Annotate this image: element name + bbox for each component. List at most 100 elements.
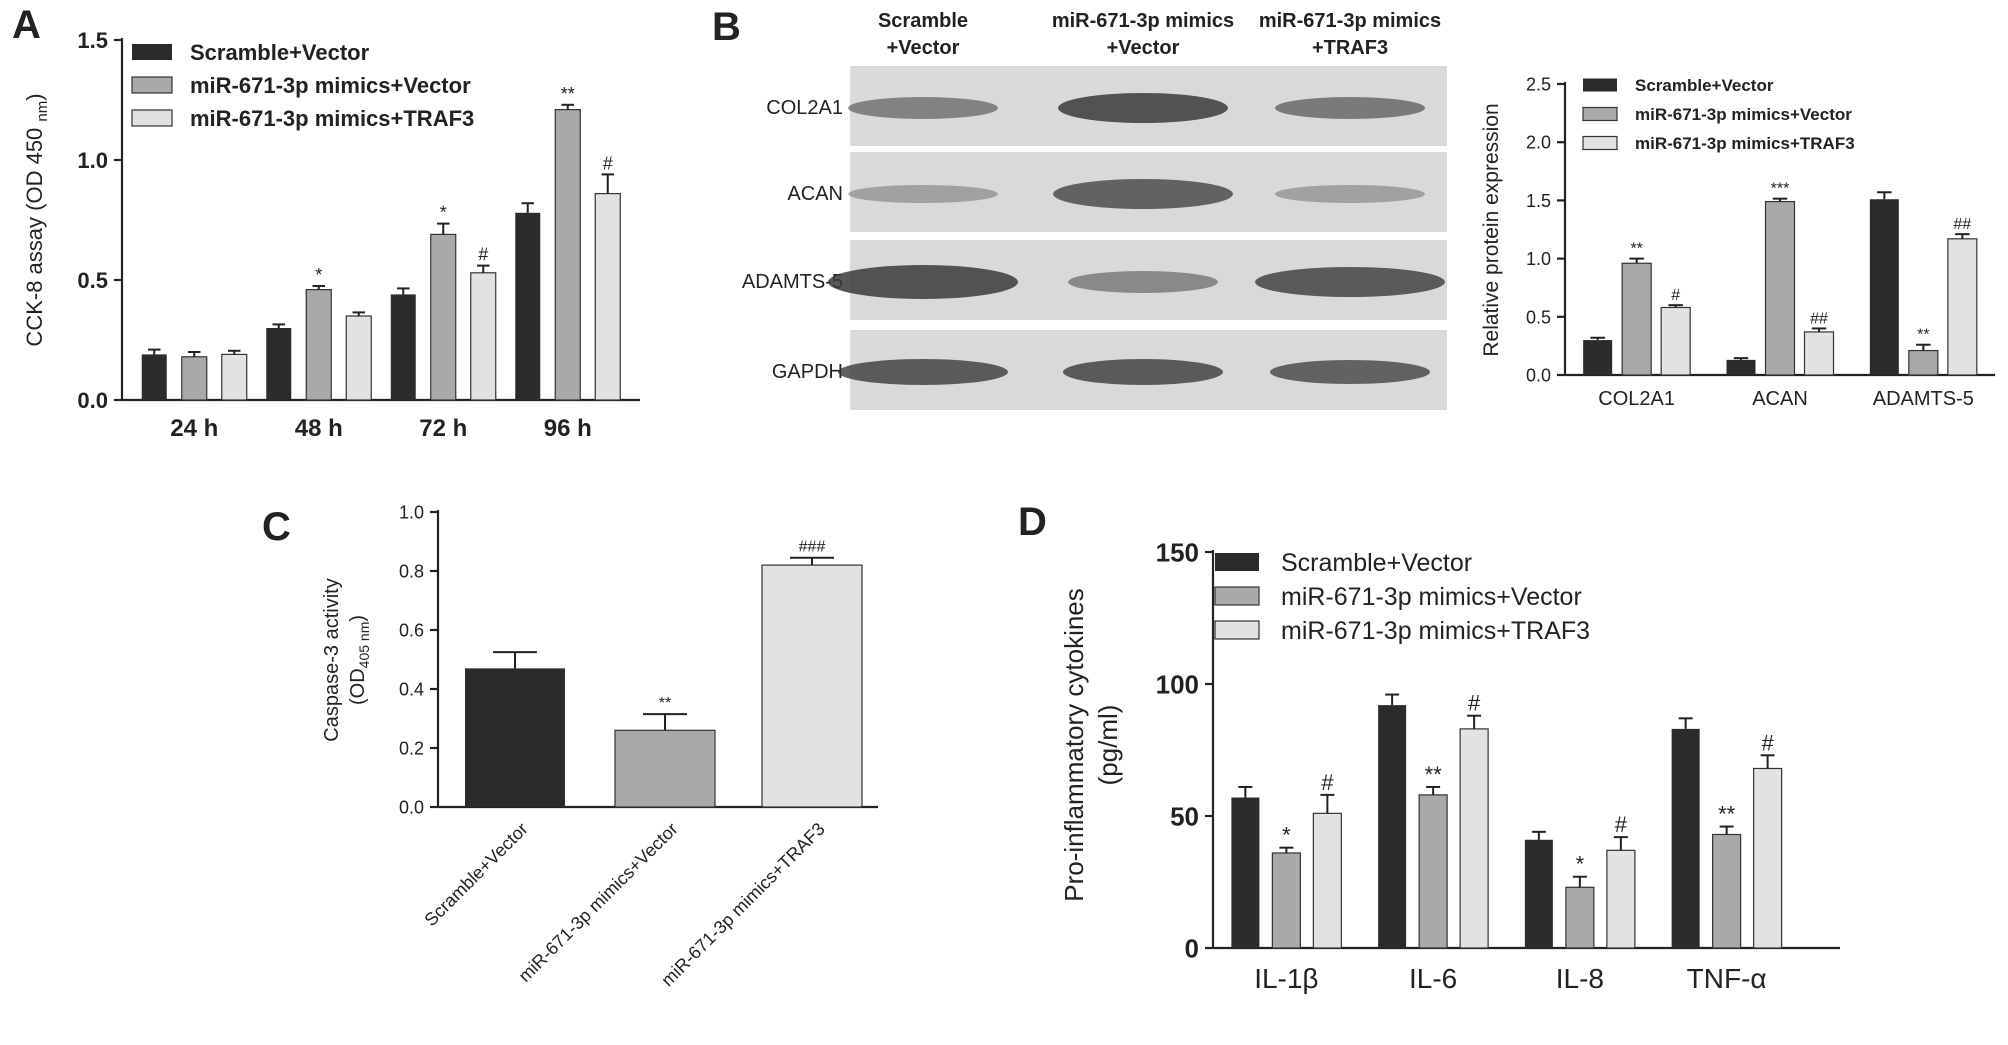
chart-a-significance-mark: ** [561, 84, 575, 104]
chart-d-bar [1312, 812, 1342, 949]
chart-b-bar [1764, 200, 1796, 376]
chart-c-y-tick-label: 0.4 [399, 679, 424, 699]
chart-a-y-tick-label: 1.5 [77, 28, 108, 53]
chart-d-significance-mark: # [1615, 812, 1628, 837]
chart-c-caspase3: 0.0 0.2 0.4 0.6 0.8 1.0 Scramble+Vector ** miR-6… [321, 502, 878, 990]
chart-d-significance-mark: ** [1718, 802, 1736, 827]
chart-a-category-label: 24 h [170, 415, 218, 442]
chart-a-significance-mark: * [440, 203, 447, 223]
chart-b-legend-swatch [1583, 78, 1617, 92]
blot-column-label: miR-671-3p mimics [1259, 10, 1441, 32]
chart-d-bar [1671, 728, 1700, 948]
chart-d-category-label: IL-6 [1409, 963, 1457, 994]
western-blot-image: Scramble +Vector miR-671-3p mimics +Vector m… [742, 10, 1447, 410]
chart-a-bar [515, 212, 541, 400]
chart-a-y-tick-label: 0.5 [77, 268, 108, 293]
chart-c-y-tick-label: 0.0 [399, 797, 424, 817]
chart-d-significance-mark: # [1468, 691, 1481, 716]
chart-c-bar [465, 668, 565, 807]
chart-a-category-label: 96 h [544, 415, 592, 442]
chart-b-bar [1621, 262, 1652, 376]
blot-row-label: ADAMTS-5 [742, 271, 843, 293]
chart-c-significance-mark: ** [659, 695, 671, 712]
blot-column-label: +Vector [887, 37, 960, 59]
chart-a-y-axis-label: CCK-8 assay (OD 450 nm) [22, 93, 51, 346]
chart-d-legend-label: Scramble+Vector [1281, 549, 1472, 577]
chart-a-category-label: 72 h [419, 415, 467, 442]
chart-a-legend-label: miR-671-3p mimics+TRAF3 [190, 106, 474, 131]
chart-d-bar [1524, 839, 1553, 948]
blot-band [848, 97, 998, 119]
chart-b-bar [1583, 340, 1613, 375]
blot-band [1275, 97, 1425, 119]
chart-a-category-label: 48 h [295, 415, 343, 442]
chart-a-legend-label: Scramble+Vector [190, 40, 370, 65]
chart-a-bar [554, 108, 581, 401]
chart-b-y-tick-label: 0.0 [1526, 365, 1551, 385]
chart-a-bar [390, 294, 416, 400]
chart-d-bar [1271, 852, 1301, 949]
chart-a-bar [266, 328, 292, 400]
chart-d-category-label: IL-8 [1556, 963, 1604, 994]
blot-band [1255, 267, 1445, 297]
chart-a-bar [305, 289, 332, 401]
panel-label-d: D [1018, 500, 1047, 544]
panel-label-b: B [712, 5, 741, 49]
chart-c-y-axis-label: Caspase-3 activity [321, 578, 343, 741]
chart-c-y-axis-unit: (OD405 nm) [347, 615, 372, 705]
chart-d-y-tick-label: 100 [1156, 669, 1199, 699]
chart-a-y-tick-label: 1.0 [77, 148, 108, 173]
chart-a-bar [221, 353, 248, 401]
chart-c-y-tick-label: 0.2 [399, 738, 424, 758]
chart-b-legend-label: Scramble+Vector [1635, 76, 1774, 95]
chart-d-category-label: TNF-α [1687, 963, 1767, 994]
chart-a-significance-mark: * [315, 265, 322, 285]
blot-column-label: miR-671-3p mimics [1052, 10, 1234, 32]
blot-band [1058, 93, 1228, 123]
chart-c-significance-mark: ### [799, 539, 826, 556]
chart-a-significance-mark: # [603, 153, 613, 173]
blot-band [828, 265, 1018, 299]
blot-column-label: +TRAF3 [1312, 37, 1388, 59]
chart-b-category-label: COL2A1 [1598, 388, 1675, 410]
chart-d-bar [1378, 705, 1407, 948]
blot-row-label: GAPDH [772, 361, 843, 383]
chart-b-y-tick-label: 0.5 [1526, 307, 1551, 327]
chart-d-bar [1418, 794, 1448, 949]
chart-d-category-label: IL-1β [1254, 963, 1318, 994]
chart-b-protein-expression: 0.0 0.5 1.0 1.5 2.0 2.5 ** # COL2A1 *** ## ACAN ** ##… [1480, 74, 1995, 410]
chart-b-y-axis-label: Relative protein expression [1480, 103, 1503, 356]
chart-a-legend-swatch [131, 76, 173, 94]
blot-column-label: +Vector [1107, 37, 1180, 59]
blot-band [1270, 360, 1430, 384]
chart-d-y-tick-label: 50 [1170, 801, 1199, 831]
chart-d-significance-mark: * [1282, 823, 1291, 848]
chart-d-legend-label: miR-671-3p mimics+TRAF3 [1281, 617, 1590, 645]
chart-d-bar [1459, 728, 1489, 949]
chart-d-bar [1712, 833, 1742, 949]
chart-c-category-label: Scramble+Vector [420, 819, 531, 930]
blot-band [1053, 179, 1233, 209]
chart-c-y-tick-label: 1.0 [399, 502, 424, 522]
chart-b-significance-mark: # [1671, 287, 1680, 304]
chart-d-bar [1606, 849, 1636, 949]
chart-b-significance-mark: *** [1771, 181, 1790, 198]
blot-column-label: Scramble [878, 10, 968, 32]
blot-band [848, 185, 998, 203]
chart-d-significance-mark: # [1762, 730, 1775, 755]
chart-d-y-axis-unit: (pg/ml) [1093, 705, 1123, 786]
chart-b-y-tick-label: 2.0 [1526, 133, 1551, 153]
chart-d-significance-mark: ** [1425, 762, 1443, 787]
chart-a-cck8: 0.0 0.5 1.0 1.5 24 h * 48 h * #72 h ** #96 h Scramb… [22, 28, 640, 442]
blot-band [1068, 271, 1218, 293]
chart-b-significance-mark: ## [1810, 310, 1828, 327]
chart-b-bar [1660, 306, 1691, 376]
chart-c-category-label: miR-671-3p mimics+TRAF3 [657, 819, 829, 991]
chart-a-legend-swatch [131, 109, 173, 127]
chart-a-bar [345, 315, 372, 401]
chart-d-y-tick-label: 150 [1156, 537, 1199, 567]
chart-b-bar [1803, 331, 1835, 376]
chart-c-bar [614, 729, 716, 808]
chart-b-legend-swatch [1582, 135, 1618, 151]
